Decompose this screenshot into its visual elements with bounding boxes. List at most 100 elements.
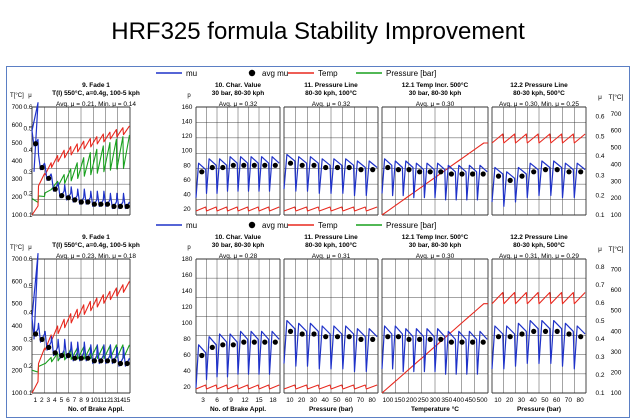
avg-mu-point xyxy=(98,201,104,207)
avg-mu-point xyxy=(104,358,111,364)
pressure-tick-label: 160 xyxy=(182,272,193,279)
avg-mu-point xyxy=(406,167,412,173)
avg-mu-point xyxy=(370,336,376,342)
avg-mu-point xyxy=(251,339,257,345)
x-tick-label: 11 xyxy=(97,397,104,404)
right-temp-tick-label: 500 xyxy=(611,145,622,152)
x-tick-label: 3 xyxy=(201,397,205,404)
temp-series-line xyxy=(31,125,130,216)
x-tick-label: 60 xyxy=(553,397,561,404)
avg-mu-point xyxy=(85,199,91,205)
right-mu-tick-label: 0.4 xyxy=(595,336,604,343)
avg-mu-point xyxy=(334,164,341,171)
temp-series-line xyxy=(283,206,378,212)
pressure-tick-label: 80 xyxy=(183,162,191,169)
avg-mu-point xyxy=(72,355,78,361)
x-tick-label: 20 xyxy=(506,397,514,404)
avg-mu-point xyxy=(299,162,305,168)
temp-series-line xyxy=(381,142,488,216)
right-mu-tick-label: 0.5 xyxy=(595,318,604,325)
right-temp-tick-label: 400 xyxy=(611,161,622,168)
avg-mu-point xyxy=(52,186,58,192)
mu-tick-label: 0.4 xyxy=(23,310,32,317)
mu-series-line xyxy=(195,156,280,198)
right-mu-tick-label: 0.4 xyxy=(595,153,604,160)
avg-mu-point xyxy=(346,164,352,171)
avg-mu-point xyxy=(230,162,236,168)
temp-tick-label: 600 xyxy=(12,122,23,129)
pressure-tick-label: 60 xyxy=(183,352,191,359)
avg-mu-point xyxy=(323,334,329,340)
legend-entry: avg mu xyxy=(262,69,288,78)
x-tick-label: 80 xyxy=(369,397,377,404)
avg-mu-point xyxy=(287,160,294,166)
x-tick-label: 250 xyxy=(418,397,429,404)
avg-mu-point xyxy=(220,342,226,348)
right-temp-tick-label: 700 xyxy=(611,111,622,118)
x-tick-label: 15 xyxy=(123,397,131,404)
x-tick-label: 40 xyxy=(322,397,330,404)
avg-mu-point xyxy=(358,336,364,342)
avg-mu-point xyxy=(78,355,84,361)
avg-mu-point xyxy=(531,169,537,175)
mu-tick-label: 0.5 xyxy=(23,283,32,290)
x-tick-label: 200 xyxy=(406,397,417,404)
x-axis-label: Pressure (bar) xyxy=(309,406,353,413)
avg-mu-point xyxy=(406,336,412,342)
panel-title: 9. Fade 1 xyxy=(82,82,110,89)
avg-mu-point xyxy=(427,169,433,175)
panel-avg-label: Avg. μ = 0.23, Min. μ = 0.18 xyxy=(56,253,136,260)
temp-tick-label: 700 xyxy=(12,104,23,111)
panel-avg-label: Avg. μ = 0.30 xyxy=(416,101,455,108)
temp-tick-label: 100 xyxy=(12,390,23,397)
panel-grid xyxy=(491,258,587,394)
mu-tick-label: 0.4 xyxy=(23,147,32,154)
pressure-tick-label: 120 xyxy=(182,304,193,311)
legend-entry: avg mu xyxy=(262,221,288,230)
right-mu-tick-label: 0.5 xyxy=(595,133,604,140)
temp-tick-label: 300 xyxy=(12,176,23,183)
avg-mu-point xyxy=(323,164,329,171)
avg-mu-point xyxy=(395,167,401,173)
panel-grid xyxy=(283,106,379,216)
avg-mu-point xyxy=(507,334,513,340)
pressure-tick-label: 100 xyxy=(182,320,193,327)
right-mu-tick-label: 0.6 xyxy=(595,114,604,121)
panel-subtitle: 80-30 kph, 500°C xyxy=(513,241,565,249)
x-tick-label: 80 xyxy=(577,397,585,404)
mu-series-line xyxy=(31,102,131,210)
x-tick-label: 14 xyxy=(117,397,125,404)
page-title: HRF325 formula Stability Improvement xyxy=(111,18,525,45)
x-tick-label: 10 xyxy=(494,397,502,404)
mu-series-line xyxy=(491,160,586,207)
x-tick-label: 6 xyxy=(215,397,219,404)
panel-subtitle: 30 bar, 80-30 kph xyxy=(409,242,461,249)
avg-mu-point xyxy=(370,167,376,173)
mu-tick-label: 0.3 xyxy=(23,169,32,176)
avg-mu-point xyxy=(39,336,45,342)
avg-mu-point xyxy=(566,169,572,175)
avg-mu-point xyxy=(230,342,236,348)
avg-mu-point xyxy=(272,162,278,168)
panel-grid xyxy=(381,106,489,216)
right-temp-tick-label: 700 xyxy=(611,267,622,274)
avg-mu-point xyxy=(241,339,247,345)
temp-tick-label: 300 xyxy=(12,345,23,352)
avg-mu-point xyxy=(124,203,130,209)
panel-title: 9. Fade 1 xyxy=(82,234,110,241)
temp-series-line xyxy=(283,384,378,390)
avg-mu-point xyxy=(311,331,317,337)
temp-axis-label: T[°C] xyxy=(10,93,24,99)
panel-title: 12.2 Pressure Line xyxy=(510,234,568,241)
pressure-tick-label: 160 xyxy=(182,104,193,111)
panel-subtitle: 30 bar, 80-30 kph xyxy=(212,90,264,97)
x-tick-label: 1 xyxy=(33,397,37,404)
x-tick-label: 10 xyxy=(90,397,98,404)
panel-title: 10. Char. Value xyxy=(215,82,261,89)
avg-mu-point xyxy=(111,358,117,364)
x-tick-label: 70 xyxy=(357,397,365,404)
legend-entry: Pressure [bar] xyxy=(386,69,436,78)
panel-subtitle: T(I) 550°C, a=0.4g, 100-5 kph xyxy=(52,241,140,249)
legend-entry: mu xyxy=(186,221,197,230)
avg-mu-point xyxy=(480,339,486,345)
